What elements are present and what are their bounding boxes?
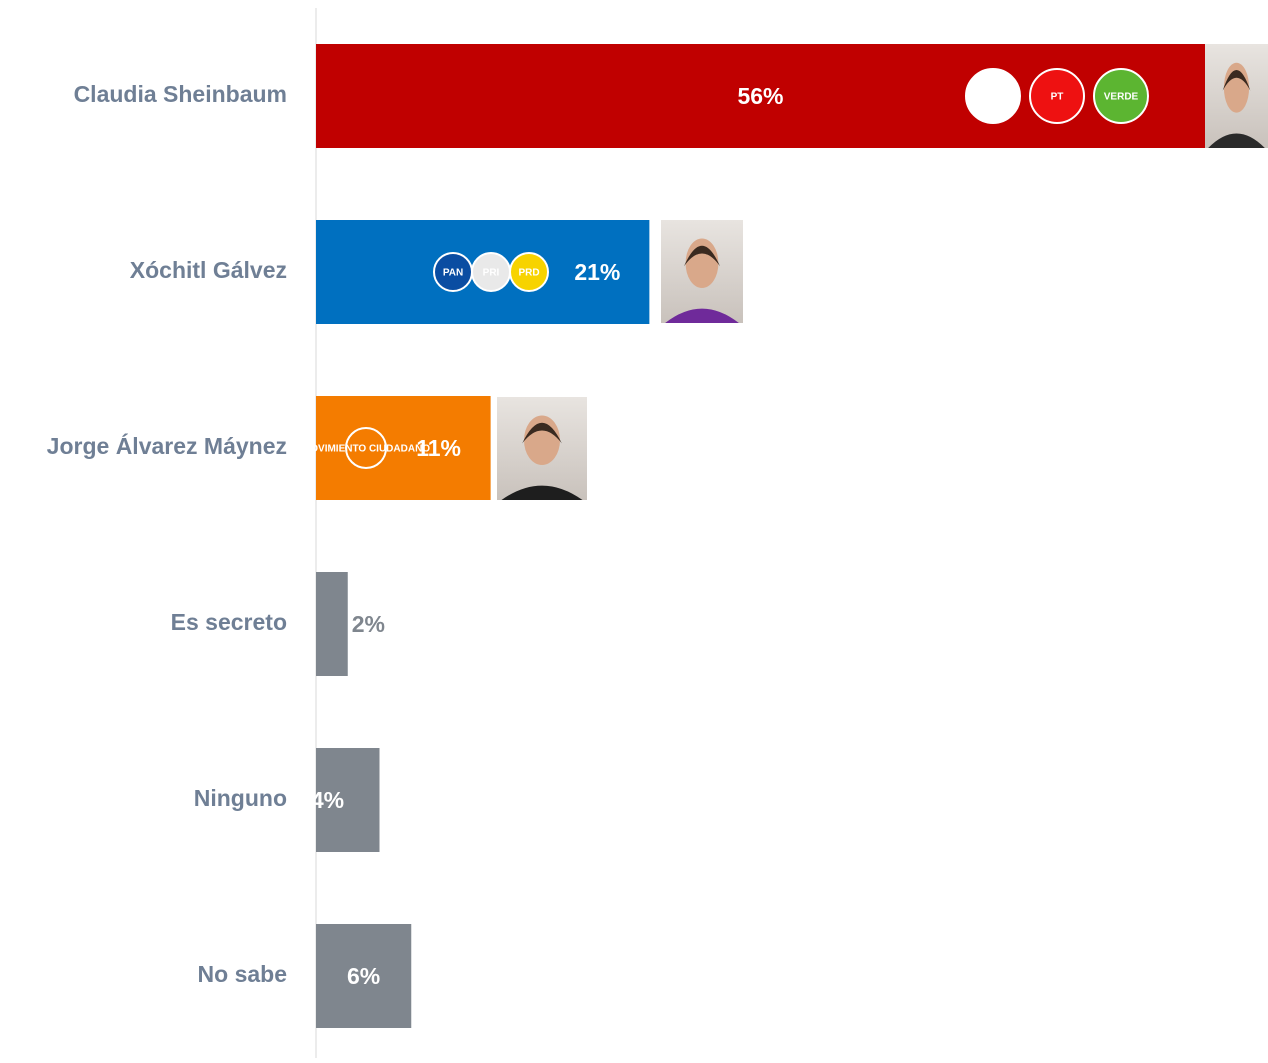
photo-body	[1208, 133, 1265, 148]
party-logo-text: PAN	[443, 268, 463, 279]
party-logo	[1093, 68, 1149, 124]
category-label: Claudia Sheinbaum	[74, 81, 287, 107]
value-label: 56%	[737, 83, 783, 109]
category-label: Jorge Álvarez Máynez	[47, 432, 287, 459]
bar	[316, 748, 380, 852]
value-label: 21%	[574, 259, 620, 285]
party-logo-text: PRI	[483, 268, 500, 279]
category-label: No sabe	[198, 961, 287, 987]
value-label: 11%	[416, 435, 461, 461]
party-logo	[345, 427, 387, 469]
party-logo-text: PRD	[518, 268, 539, 279]
photo-hair	[1222, 70, 1251, 91]
photo-hair	[522, 422, 562, 444]
photo-body	[501, 485, 583, 500]
category-label: Es secreto	[171, 609, 287, 635]
category-label: Xóchitl Gálvez	[130, 257, 287, 283]
party-logo	[509, 252, 549, 292]
party-logo-text: morena	[975, 92, 1012, 103]
bar	[316, 924, 412, 1028]
photo-hair	[683, 245, 721, 267]
photo-body	[665, 308, 739, 323]
party-logo	[965, 68, 1021, 124]
value-label: 2%	[352, 611, 385, 637]
bar	[316, 572, 348, 676]
value-label: 6%	[347, 963, 380, 989]
party-logo	[1029, 68, 1085, 124]
value-label: 4%	[311, 787, 344, 813]
party-logo-text: VERDE	[1104, 92, 1139, 103]
party-logo-text: PT	[1051, 92, 1064, 103]
category-label: Ninguno	[194, 785, 287, 811]
party-logo-text: MOVIMIENTO CIUDADANO	[302, 444, 430, 455]
